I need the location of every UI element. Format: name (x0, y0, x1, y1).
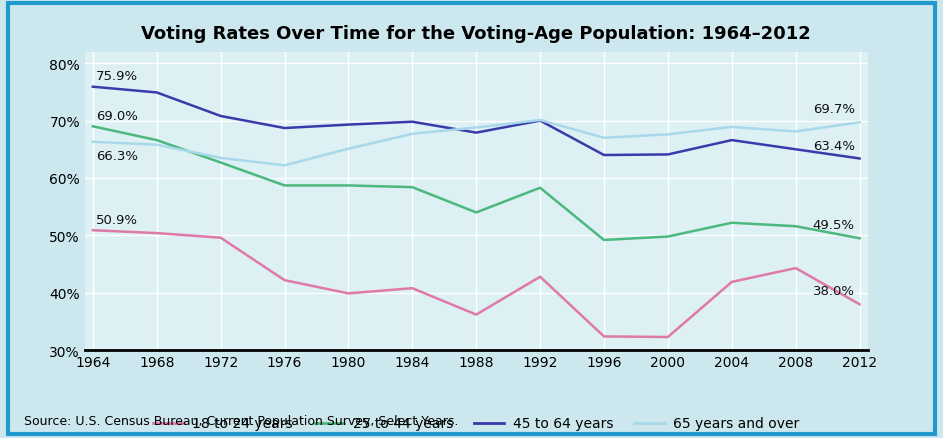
Text: 75.9%: 75.9% (96, 70, 139, 83)
Text: 69.0%: 69.0% (96, 110, 138, 123)
Title: Voting Rates Over Time for the Voting-Age Population: 1964–2012: Voting Rates Over Time for the Voting-Ag… (141, 25, 811, 42)
Text: 69.7%: 69.7% (813, 103, 854, 116)
Text: 49.5%: 49.5% (813, 219, 854, 232)
Legend: 18 to 24 years, 25 to 44 years, 45 to 64 years, 65 years and over: 18 to 24 years, 25 to 44 years, 45 to 64… (148, 411, 804, 436)
Text: 50.9%: 50.9% (96, 213, 138, 226)
Text: Source: U.S. Census Bureau, Current Population Survey, Select Years.: Source: U.S. Census Bureau, Current Popu… (24, 414, 458, 427)
Text: 63.4%: 63.4% (813, 139, 854, 152)
Text: 66.3%: 66.3% (96, 149, 138, 162)
Text: 38.0%: 38.0% (813, 285, 854, 298)
